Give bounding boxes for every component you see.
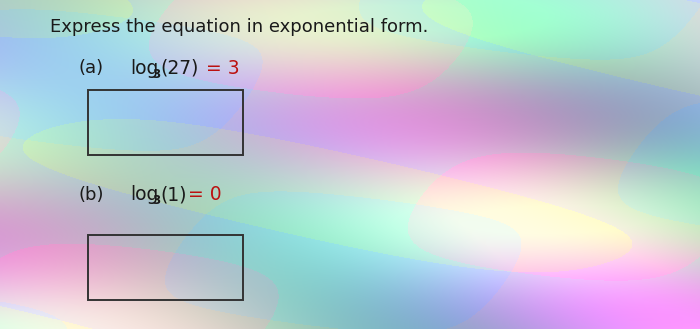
Text: 3: 3 (152, 194, 160, 208)
Text: 3: 3 (152, 67, 160, 81)
Text: = 3: = 3 (206, 59, 239, 78)
Text: log: log (130, 186, 158, 205)
Text: log: log (130, 59, 158, 78)
Text: (a): (a) (78, 59, 103, 77)
Text: (27): (27) (160, 59, 198, 78)
Text: (b): (b) (78, 186, 104, 204)
Text: Express the equation in exponential form.: Express the equation in exponential form… (50, 18, 428, 36)
Text: (1): (1) (160, 186, 186, 205)
Bar (88, 90, 243, 155)
Text: = 0: = 0 (188, 186, 222, 205)
Bar (88, 235, 243, 300)
